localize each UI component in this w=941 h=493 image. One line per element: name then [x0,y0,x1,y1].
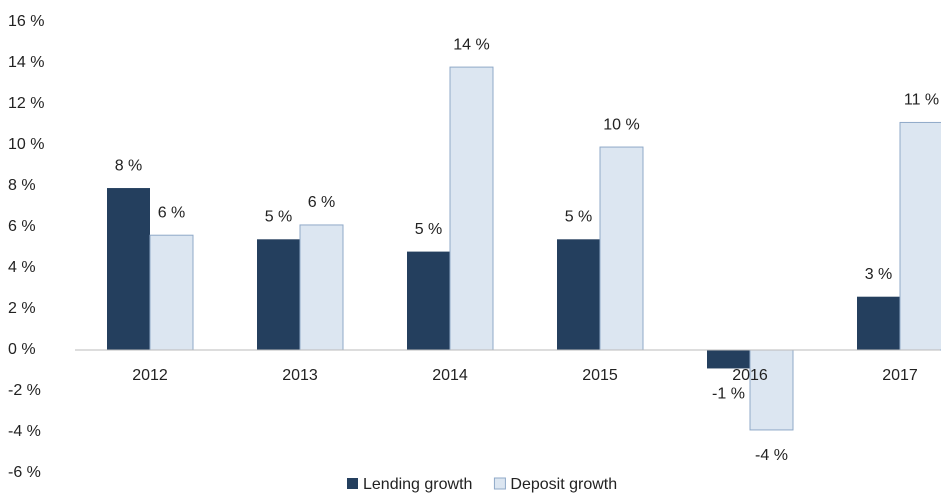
y-tick-label: 12 % [8,95,44,112]
x-tick-label: 2015 [582,367,618,384]
y-tick-label: 16 % [8,13,44,30]
legend-label: Deposit growth [510,476,617,493]
y-tick-label: -6 % [8,464,41,481]
y-tick-label: 14 % [8,54,44,71]
y-tick-label: 4 % [8,259,36,276]
bar [857,296,900,350]
value-label: 11 % [904,92,939,109]
value-label: 6 % [308,194,336,211]
y-tick-label: 2 % [8,300,36,317]
x-tick-label: 2014 [432,367,468,384]
legend-swatch [347,478,358,489]
y-tick-label: 0 % [8,341,36,358]
value-label: 5 % [565,209,593,226]
value-label: 5 % [415,221,443,238]
bar [707,350,750,369]
value-label: 14 % [453,36,489,53]
value-label: 3 % [865,266,893,283]
value-label: -4 % [755,447,788,464]
bar [749,349,794,431]
x-tick-label: 2016 [732,367,768,384]
value-label: 5 % [265,209,293,226]
bar [107,188,150,350]
legend-label: Lending growth [363,476,472,493]
bar [899,121,941,351]
value-label: 6 % [158,204,186,221]
bar [149,234,194,351]
y-tick-label: -2 % [8,382,41,399]
y-tick-label: 10 % [8,136,44,153]
bar [599,146,644,351]
value-label: -1 % [712,386,745,403]
bar [407,251,450,350]
bar [557,239,600,350]
bar [449,66,494,351]
bar [257,239,300,350]
x-tick-label: 2012 [132,367,168,384]
value-label: 8 % [115,157,143,174]
y-tick-label: -4 % [8,423,41,440]
bar [299,224,344,351]
y-tick-label: 6 % [8,218,36,235]
y-tick-label: 8 % [8,177,36,194]
x-tick-label: 2017 [882,367,918,384]
value-label: 10 % [603,116,639,133]
legend-swatch [493,477,506,490]
x-tick-label: 2013 [282,367,318,384]
